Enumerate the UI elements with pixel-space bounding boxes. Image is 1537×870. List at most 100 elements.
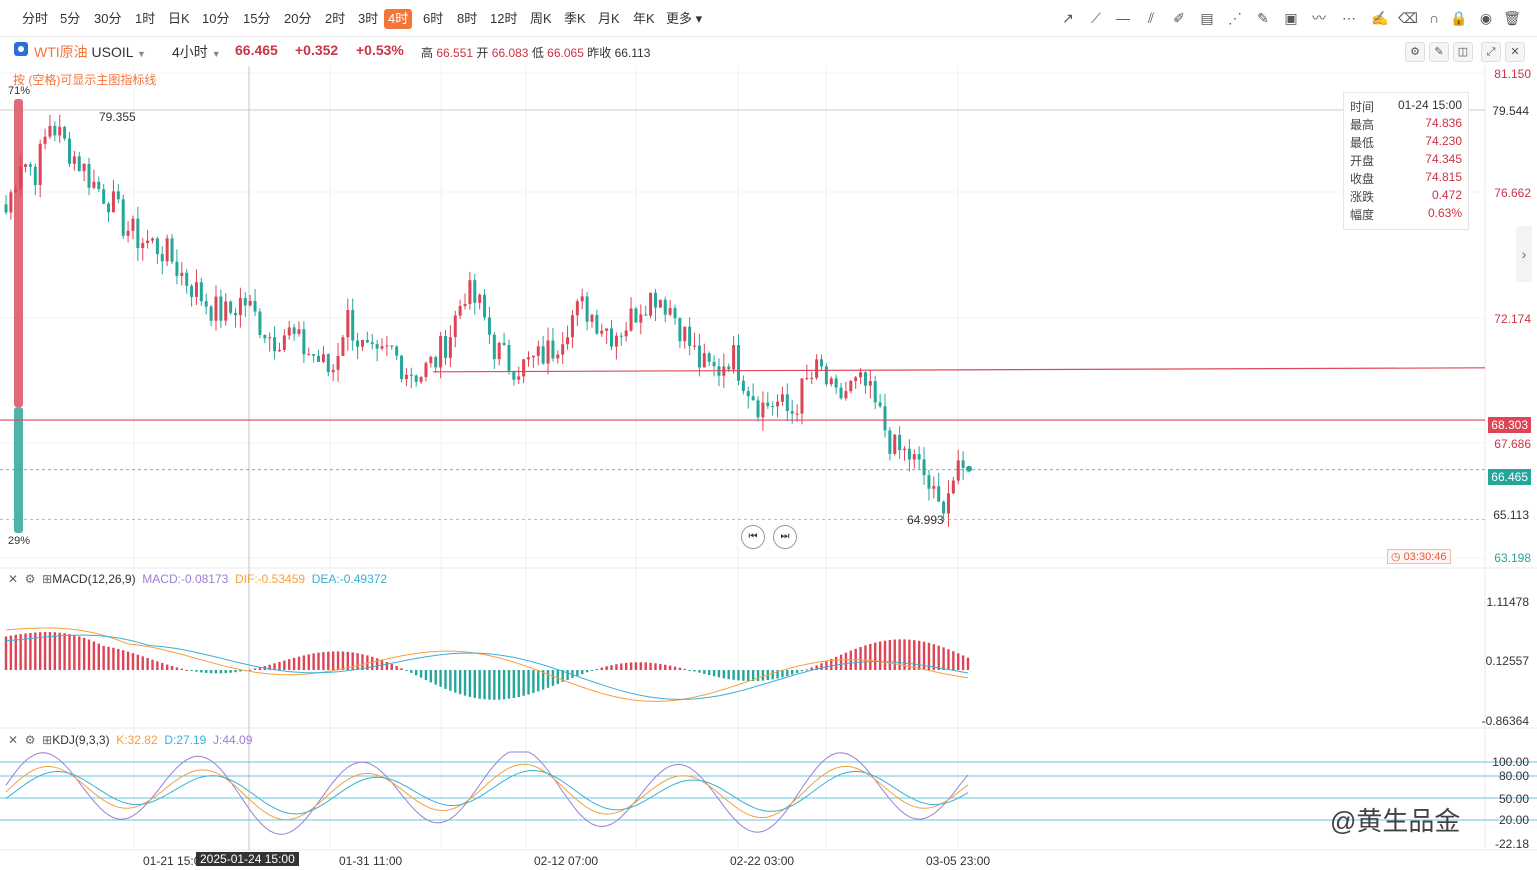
tooltip-value: 74.345 (1425, 152, 1462, 166)
macd-bar (517, 670, 520, 698)
tooltip-row: 开盘 74.345 (1350, 152, 1462, 170)
note-icon[interactable]: ✍ (1371, 10, 1389, 26)
candle-body (795, 413, 799, 415)
macd-bar (610, 665, 613, 670)
macd-bar (87, 639, 91, 670)
candle-body (678, 318, 682, 342)
macd-bar (434, 670, 437, 685)
chevron-right-icon: › (1521, 246, 1527, 262)
timeframe-11[interactable]: 6时 (423, 11, 444, 26)
candle-body (414, 375, 418, 382)
horizontal-line-icon[interactable]: — (1116, 10, 1130, 26)
current-price-dot (966, 465, 972, 472)
macd-bar (346, 651, 350, 670)
kdj-k-line (5, 763, 969, 821)
timeframe-10[interactable]: 4时 (384, 9, 413, 29)
replay-back-button[interactable]: ⏮ (741, 525, 765, 549)
draw-button[interactable]: ✎ (1429, 42, 1449, 62)
timeframe-7[interactable]: 20分 (284, 11, 312, 26)
timeframe-2[interactable]: 30分 (94, 11, 122, 26)
close-icon[interactable]: ✕ (8, 572, 19, 586)
candle-body (824, 366, 828, 385)
timeframe-16[interactable]: 月K (598, 11, 620, 26)
candle-body (28, 164, 32, 167)
timeframe-3[interactable]: 1时 (135, 11, 156, 26)
gear-icon[interactable]: ⚙ (24, 733, 36, 747)
expand-icon[interactable]: ⊞ (42, 572, 53, 586)
candle-body (756, 400, 760, 418)
pen-icon[interactable]: ✐ (1173, 10, 1185, 26)
macd-bar (209, 670, 213, 674)
last-price: 66.465 (235, 42, 278, 58)
timeframe-5[interactable]: 10分 (202, 11, 230, 26)
candle-body (668, 308, 672, 315)
magnet-icon[interactable]: ∩ (1428, 10, 1440, 26)
macd-bar (629, 662, 633, 670)
macd-bar (727, 670, 730, 680)
layers-button[interactable]: ◫ (1453, 42, 1473, 62)
eraser-icon[interactable]: ⌫ (1398, 10, 1418, 26)
chart-settings-button[interactable]: ⚙ (1405, 42, 1425, 62)
expand-icon[interactable]: ⊞ (42, 733, 53, 747)
timeframe-17[interactable]: 年K (633, 11, 655, 26)
trash-icon[interactable]: 🗑 (1503, 10, 1521, 26)
replay-forward-button[interactable]: ⏭ (773, 525, 797, 549)
candle-body (673, 308, 677, 319)
timeframe-4[interactable]: 日K (168, 11, 190, 26)
timeframe-12[interactable]: 8时 (457, 11, 478, 26)
candle-body (19, 166, 23, 189)
timeframe-0[interactable]: 分时 (22, 11, 49, 26)
timeframe-15[interactable]: 季K (564, 11, 586, 26)
wave-icon[interactable]: 〰 (1312, 10, 1326, 26)
fib-icon[interactable]: ▤ (1200, 10, 1214, 26)
side-panel-toggle[interactable]: › (1516, 226, 1532, 282)
macd-bar (283, 660, 286, 670)
eye-icon[interactable]: ◉ (1479, 10, 1493, 26)
macd-bar (795, 670, 799, 673)
interval-select[interactable]: 4小时 ▼ (172, 44, 221, 60)
macd-bar (161, 662, 164, 670)
close-icon[interactable]: ✕ (8, 733, 19, 747)
candle-body (751, 396, 755, 401)
macd-bar (712, 670, 716, 677)
macd-bar (830, 658, 833, 670)
tooltip-key: 时间 (1350, 100, 1375, 114)
ray-icon[interactable]: ⟋ (1091, 10, 1101, 26)
candle-body (570, 315, 574, 338)
tooltip-row: 时间 01-24 15:00 (1350, 98, 1462, 116)
timeframe-13[interactable]: 12时 (490, 11, 518, 26)
timeframe-6[interactable]: 15分 (243, 11, 271, 26)
brush-icon[interactable]: ✎ (1257, 10, 1269, 26)
candle-body (165, 238, 169, 262)
candle-body (649, 292, 653, 316)
timeframe-8[interactable]: 2时 (325, 11, 346, 26)
symbol-name[interactable]: WTI原油 USOIL ▼ (34, 44, 146, 60)
macd-bar (761, 670, 765, 681)
macd-bar (112, 647, 115, 670)
gear-icon[interactable]: ⚙ (24, 572, 36, 586)
more-icon[interactable]: ⋯ (1342, 10, 1356, 26)
timeframe-18[interactable]: 更多 ▾ (666, 11, 703, 26)
image-icon[interactable]: ▣ (1284, 10, 1298, 26)
close-chart-button[interactable]: ✕ (1505, 42, 1525, 62)
macd-bar (551, 670, 555, 686)
candle-body (219, 296, 223, 321)
fullscreen-button[interactable]: ⤢ (1481, 42, 1501, 62)
macd-bar (722, 670, 726, 679)
candle-body (209, 306, 213, 321)
timeframe-9[interactable]: 3时 (358, 11, 379, 26)
candle-body (9, 192, 13, 213)
timeframe-1[interactable]: 5分 (60, 11, 81, 26)
candle-body (67, 138, 71, 164)
macd-bar (195, 670, 198, 672)
trend-line-icon[interactable]: ↗ (1062, 10, 1074, 26)
lock-icon[interactable]: 🔒 (1450, 10, 1468, 26)
tooltip-key: 最高 (1350, 118, 1375, 132)
macd-bar (678, 667, 682, 670)
candle-body (820, 359, 824, 367)
ohlc-summary: 高 66.551 开 66.083 低 66.065 昨收 66.113 (421, 46, 651, 60)
fan-icon[interactable]: ⋰ (1228, 10, 1242, 26)
channel-icon[interactable]: ⫽ (1147, 10, 1155, 26)
timeframe-14[interactable]: 周K (530, 11, 552, 26)
